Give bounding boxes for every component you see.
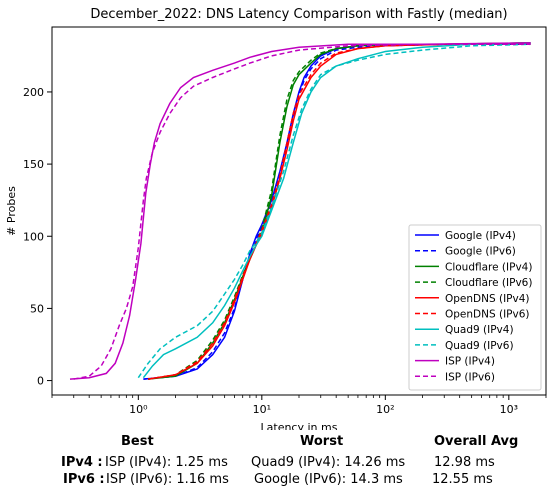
legend-label: ISP (IPv6) [445, 371, 495, 383]
x-tick-label: 10² [376, 403, 394, 416]
summary-header-avg: Overall Avg [434, 434, 519, 449]
series-line [137, 43, 531, 379]
summary-row-label-ipv6: IPv6 : [63, 472, 105, 487]
chart: December_2022: DNS Latency Comparison wi… [5, 7, 547, 430]
summary-best-ipv6: ISP (IPv6): 1.16 ms [106, 472, 229, 487]
axis-ticks: 10⁰ 10¹ 10² 10³ 0 50 100 150 200 [23, 86, 547, 416]
legend-box [408, 224, 542, 391]
summary-avg-ipv4: 12.98 ms [434, 455, 495, 470]
y-tick-label: 150 [23, 158, 44, 171]
series-line [73, 43, 531, 380]
summary-header-worst: Worst [300, 434, 344, 449]
series-line [69, 42, 531, 380]
legend-label: ISP (IPv4) [445, 356, 495, 368]
summary-header-best: Best [121, 434, 154, 449]
legend-label: Google (IPv4) [445, 230, 516, 242]
summary-row-label-ipv4: IPv4 : [61, 455, 103, 470]
x-tick-label: 10¹ [253, 403, 271, 416]
chart-title: December_2022: DNS Latency Comparison wi… [90, 7, 507, 22]
summary-best-ipv4: ISP (IPv4): 1.25 ms [105, 455, 228, 470]
y-axis-label: # Probes [5, 186, 18, 236]
y-tick-label: 100 [23, 230, 44, 243]
series-lines [69, 42, 531, 380]
legend-label: Google (IPv6) [445, 246, 516, 258]
summary-avg-ipv6: 12.55 ms [432, 472, 493, 487]
summary-worst-ipv6: Google (IPv6): 14.3 ms [254, 472, 403, 487]
legend-label: Quad9 (IPv4) [445, 324, 514, 336]
legend-label: Cloudflare (IPv4) [445, 261, 532, 273]
x-tick-label: 10⁰ [129, 403, 148, 416]
legend-label: Quad9 (IPv6) [445, 340, 514, 352]
y-tick-label: 50 [30, 302, 44, 315]
series-line [147, 43, 531, 380]
series-line [142, 42, 531, 379]
x-tick-label: 10³ [500, 403, 518, 416]
y-tick-label: 0 [37, 375, 44, 388]
legend-label: Cloudflare (IPv6) [445, 277, 532, 289]
x-axis-label: Latency in ms [261, 421, 338, 430]
legend-label: OpenDNS (IPv4) [445, 293, 530, 305]
legend-label: OpenDNS (IPv6) [445, 309, 530, 321]
y-tick-label: 200 [23, 86, 44, 99]
summary-worst-ipv4: Quad9 (IPv4): 14.26 ms [251, 455, 406, 470]
legend: Google (IPv4) Google (IPv6) Cloudflare (IP… [408, 224, 542, 391]
series-line [147, 43, 531, 380]
